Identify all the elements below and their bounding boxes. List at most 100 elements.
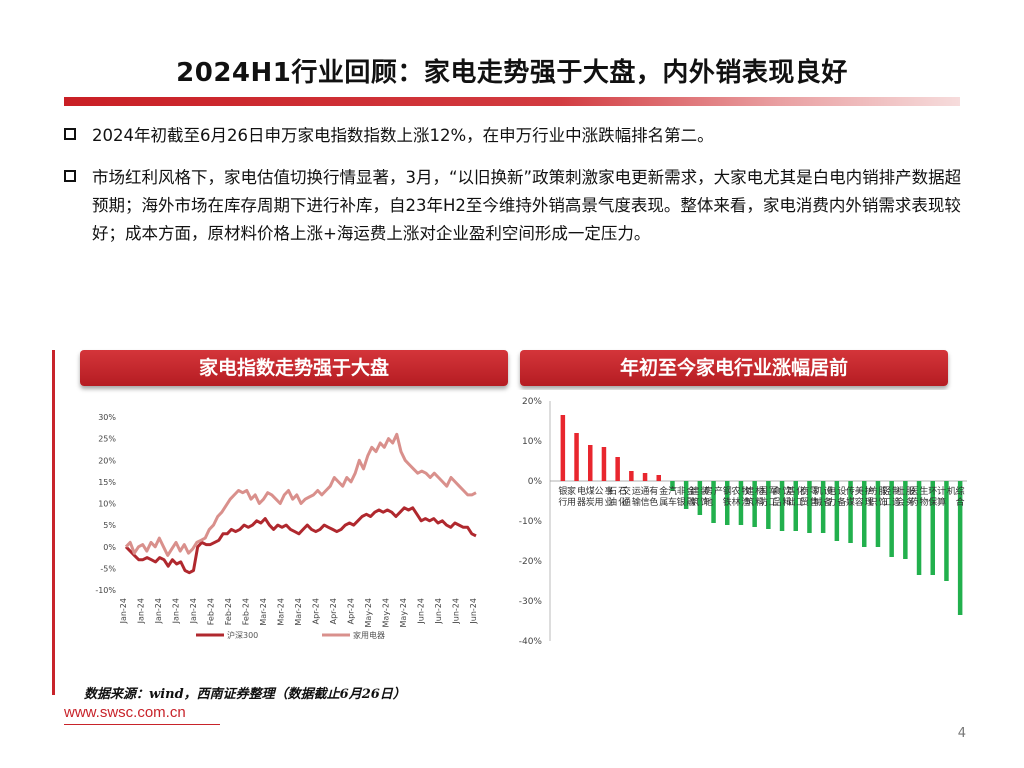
x-tick-label: Jan-24 <box>154 598 163 624</box>
x-tick-label: Feb-24 <box>242 598 251 625</box>
category-label-char: 工 <box>769 498 778 508</box>
x-tick-label: Mar-24 <box>294 598 303 626</box>
category-label-char: 会 <box>896 496 905 508</box>
x-tick-label: May-24 <box>399 598 408 627</box>
bar <box>916 481 922 575</box>
category-label-char: 械 <box>814 496 823 508</box>
category-label-char: 轻 <box>882 485 891 497</box>
category-label-char: 家 <box>567 485 576 497</box>
bar <box>752 481 757 527</box>
category-label-char: 信 <box>641 496 650 508</box>
bar <box>957 481 963 615</box>
category-label-char: 汽 <box>668 485 677 497</box>
category-label-char: 电 <box>827 485 836 497</box>
bullet-item: 市场红利风格下，家电估值切换行情显著，3月，“以旧换新”政策刺激家电更新需求，大… <box>64 164 964 248</box>
bar <box>574 433 579 481</box>
category-label-char: 理 <box>865 497 874 508</box>
y-tick-label: -10% <box>519 517 543 527</box>
bar <box>588 445 593 481</box>
y-tick-label: -5% <box>100 564 116 573</box>
x-tick-label: Feb-24 <box>207 598 216 625</box>
category-label-char: 化 <box>796 485 805 497</box>
category-label-char: 护 <box>865 485 874 497</box>
category-label-char: 化 <box>618 496 627 508</box>
left-accent-line <box>52 350 55 695</box>
x-tick-label: Apr-24 <box>347 598 356 624</box>
category-label-char: 车 <box>668 496 677 508</box>
category-label-char: 建 <box>745 485 754 497</box>
x-tick-label: Apr-24 <box>312 598 321 624</box>
category-label-char: 金 <box>687 485 696 497</box>
bar <box>560 415 566 481</box>
x-tick-label: Feb-24 <box>224 598 233 625</box>
bar <box>889 481 894 557</box>
right-panel-title: 年初至今家电行业涨幅居前 <box>520 350 948 386</box>
category-label-char: 容 <box>855 496 864 508</box>
category-label-char: 药 <box>910 497 919 508</box>
category-label-char: 综 <box>956 485 965 497</box>
category-label-char: 备 <box>824 496 833 508</box>
category-label-char: 林 <box>731 496 740 508</box>
category-label-char: 机 <box>947 485 956 497</box>
category-label-char: 地 <box>704 496 713 508</box>
category-label-char: 房 <box>704 485 713 497</box>
bar <box>930 481 935 575</box>
y-tick-label: 0% <box>103 543 116 552</box>
category-label-char: 用 <box>567 497 576 508</box>
category-label-char: 医 <box>910 486 919 497</box>
series-line-appliance <box>124 432 477 557</box>
square-bullet-icon <box>64 128 76 140</box>
category-label-char: 媒 <box>846 497 855 508</box>
category-label-char: 料 <box>755 496 764 508</box>
category-label-char: 融 <box>687 497 696 508</box>
x-tick-label: Jan-24 <box>189 598 198 624</box>
category-label-char: 算 <box>937 496 946 508</box>
bar <box>862 481 867 547</box>
category-label-char: 食 <box>773 485 782 497</box>
category-label-char: 环 <box>928 486 937 497</box>
bar <box>615 457 620 481</box>
category-label-char: 器 <box>577 497 586 508</box>
category-label-char: 饰 <box>700 496 709 508</box>
bar <box>738 481 744 525</box>
y-tick-label: 30% <box>98 413 116 422</box>
page-number: 4 <box>957 726 966 741</box>
x-tick-label: Mar-24 <box>277 598 286 626</box>
category-label-char: 牧 <box>741 485 750 497</box>
x-tick-label: Jun-24 <box>469 598 478 625</box>
website-link[interactable]: www.swsc.com.cn <box>64 704 186 721</box>
bar <box>820 481 826 533</box>
category-label-char: 用 <box>594 497 603 508</box>
category-label-char: 军 <box>769 486 778 497</box>
bar <box>793 481 798 531</box>
category-label-char: 非 <box>677 485 686 497</box>
category-label-char: 材 <box>755 485 764 497</box>
x-tick-label: Jun-24 <box>434 598 443 625</box>
category-label-char: 炭 <box>586 497 595 508</box>
category-label-char: 造 <box>892 496 901 508</box>
category-label-char: 备 <box>837 496 846 508</box>
category-label-char: 饮 <box>783 485 792 497</box>
category-label-char: 纺 <box>868 485 877 497</box>
data-source-note: 数据来源：wind，西南证券整理（数据截止6月26日） <box>84 687 406 702</box>
bar <box>779 481 785 531</box>
bar-chart: 20% 10% 0% -10% -20% -30% -40% 银行家用电器煤炭公用事业石油石化… <box>512 390 972 655</box>
category-label-char: 料 <box>783 496 792 508</box>
x-tick-label: Jan-24 <box>172 598 181 624</box>
category-label-char: 服 <box>878 486 887 497</box>
category-label-char: 铁 <box>723 496 732 508</box>
y-tick-label: -20% <box>519 557 543 567</box>
category-label-char: 渔 <box>741 497 750 508</box>
category-label-char: 零 <box>810 486 819 497</box>
category-label-char: 生 <box>920 485 929 497</box>
y-tick-label: -40% <box>519 637 543 647</box>
category-label-char: 运 <box>632 486 641 497</box>
legend-label-appliance: 家用电器 <box>353 630 385 640</box>
category-label-char: 交 <box>622 485 631 497</box>
bullet-list: 2024年初截至6月26日申万家电指数指数上涨12%，在申万行业中涨跌幅排名第二… <box>64 122 964 262</box>
category-label-char: 务 <box>906 496 915 508</box>
category-label-char: 保 <box>928 496 937 508</box>
bullet-text: 2024年初截至6月26日申万家电指数指数上涨12%，在申万行业中涨跌幅排名第二… <box>92 126 714 145</box>
category-label-char: 售 <box>810 496 819 508</box>
x-tick-label: Mar-24 <box>259 598 268 626</box>
